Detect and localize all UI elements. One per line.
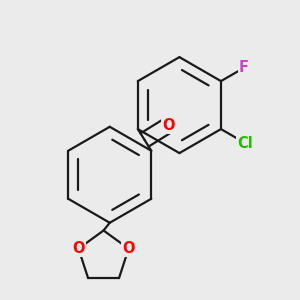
Text: O: O bbox=[162, 118, 175, 133]
Text: Cl: Cl bbox=[237, 136, 253, 151]
Text: F: F bbox=[239, 61, 249, 76]
Text: O: O bbox=[72, 241, 85, 256]
Text: O: O bbox=[122, 241, 135, 256]
